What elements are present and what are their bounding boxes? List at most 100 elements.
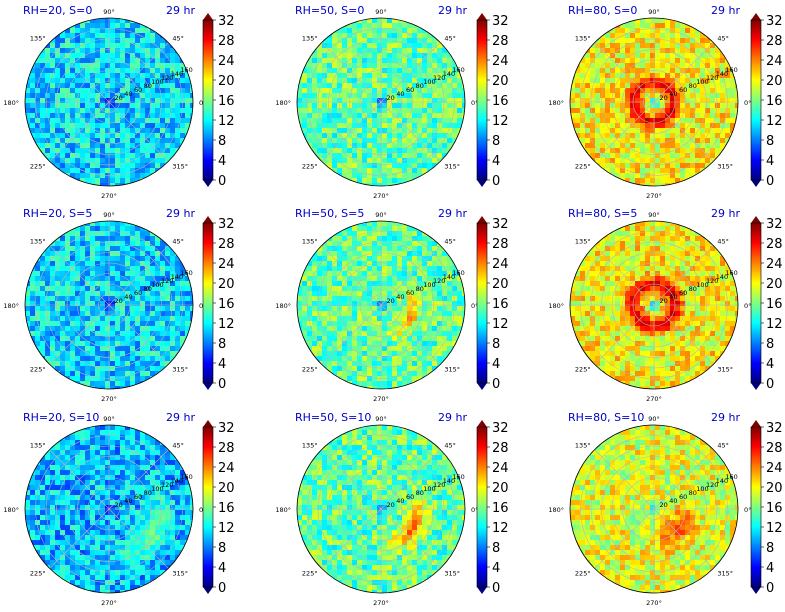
field-cell — [392, 271, 398, 277]
field-cell — [50, 118, 56, 124]
field-cell — [35, 281, 41, 287]
field-cell — [322, 361, 328, 367]
field-cell — [110, 108, 116, 114]
field-cell — [600, 68, 606, 74]
field-cell — [392, 168, 398, 174]
field-cell — [55, 281, 61, 287]
field-cell — [30, 123, 36, 129]
field-cell — [140, 113, 146, 119]
field-cell — [307, 78, 313, 84]
field-cell — [95, 321, 101, 327]
field-cell — [610, 28, 616, 34]
field-cell — [50, 113, 56, 119]
field-cell — [427, 241, 433, 247]
field-cell — [442, 138, 448, 144]
field-cell — [160, 103, 166, 109]
field-cell — [312, 286, 318, 292]
field-cell — [175, 281, 181, 287]
field-cell — [630, 48, 636, 54]
field-cell — [417, 346, 423, 352]
field-cell — [135, 113, 141, 119]
field-cell — [447, 53, 453, 59]
field-cell — [135, 296, 141, 302]
field-cell — [317, 148, 323, 154]
field-cell — [442, 133, 448, 139]
field-cell — [700, 118, 706, 124]
field-cell — [337, 276, 343, 282]
field-cell — [437, 133, 443, 139]
field-cell — [392, 33, 398, 39]
field-cell — [347, 93, 353, 99]
field-cell — [387, 316, 393, 322]
field-cell — [145, 98, 151, 104]
field-cell — [660, 53, 666, 59]
field-cell — [402, 23, 408, 29]
field-cell — [442, 123, 448, 129]
field-cell — [120, 306, 126, 312]
field-cell — [372, 23, 378, 29]
field-cell — [327, 163, 333, 169]
field-cell — [382, 261, 388, 267]
field-cell — [705, 58, 711, 64]
field-cell — [165, 48, 171, 54]
field-cell — [352, 93, 358, 99]
field-cell — [115, 341, 121, 347]
angle-tick-label: 315° — [172, 162, 188, 170]
field-cell — [362, 371, 368, 377]
field-cell — [407, 118, 413, 124]
angular-gridline — [49, 304, 110, 365]
field-cell — [347, 361, 353, 367]
field-cell — [125, 336, 131, 342]
field-cell — [715, 58, 721, 64]
field-cell — [312, 296, 318, 302]
field-cell — [402, 276, 408, 282]
field-cell — [427, 68, 433, 74]
field-cell — [437, 68, 443, 74]
field-cell — [327, 43, 333, 49]
field-cell — [190, 113, 193, 119]
field-cell — [130, 301, 136, 307]
field-cell — [377, 53, 383, 59]
field-cell — [427, 128, 433, 134]
field-cell — [402, 128, 408, 134]
field-cell — [317, 128, 323, 134]
field-cell — [720, 123, 726, 129]
field-cell — [90, 98, 96, 104]
field-cell — [680, 88, 686, 94]
field-cell — [575, 93, 581, 99]
field-cell — [170, 331, 176, 337]
field-cell — [417, 261, 423, 267]
field-cell — [65, 83, 71, 89]
field-cell — [302, 296, 308, 302]
field-cell — [650, 158, 656, 164]
field-cell — [585, 133, 591, 139]
field-cell — [35, 266, 41, 272]
field-cell — [110, 366, 116, 372]
field-cell — [130, 23, 136, 29]
field-cell — [377, 23, 383, 29]
field-cell — [185, 341, 191, 347]
field-cell — [185, 73, 191, 79]
field-cell — [402, 386, 408, 389]
field-cell — [302, 83, 308, 89]
field-cell — [377, 63, 383, 69]
field-cell — [327, 351, 333, 357]
field-cell — [60, 38, 66, 44]
field-cell — [170, 93, 176, 99]
field-cell — [402, 108, 408, 114]
field-cell — [332, 326, 338, 332]
field-cell — [120, 18, 126, 24]
field-cell — [685, 28, 691, 34]
field-cell — [302, 281, 308, 287]
field-cell — [605, 128, 611, 134]
field-cell — [650, 73, 656, 79]
field-cell — [362, 296, 368, 302]
field-cell — [140, 376, 146, 382]
field-cell — [615, 153, 621, 159]
field-cell — [100, 251, 106, 257]
field-cell — [337, 143, 343, 149]
field-cell — [150, 311, 156, 317]
field-cell — [417, 88, 423, 94]
field-cell — [175, 118, 181, 124]
field-cell — [115, 251, 121, 257]
